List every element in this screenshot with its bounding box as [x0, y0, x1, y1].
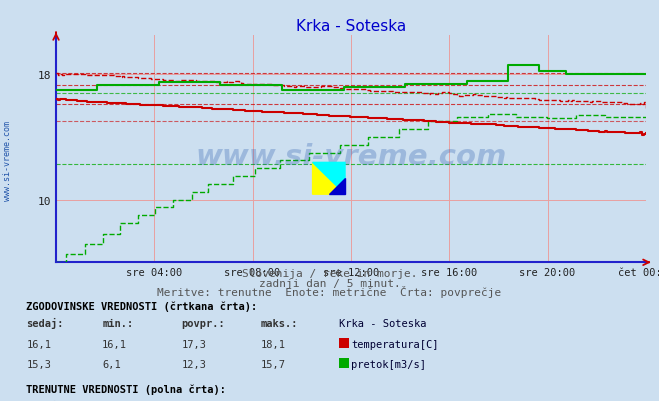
- Text: Meritve: trenutne  Enote: metrične  Črta: povprečje: Meritve: trenutne Enote: metrične Črta: …: [158, 285, 501, 297]
- Text: 16,1: 16,1: [102, 339, 127, 348]
- Text: 6,1: 6,1: [102, 359, 121, 369]
- Text: 12,3: 12,3: [181, 359, 206, 369]
- Polygon shape: [329, 179, 345, 195]
- Polygon shape: [312, 163, 345, 195]
- Text: temperatura[C]: temperatura[C]: [351, 339, 439, 348]
- Text: Slovenija / reke in morje.: Slovenija / reke in morje.: [242, 269, 417, 279]
- Text: maks.:: maks.:: [260, 319, 298, 328]
- Text: 15,3: 15,3: [26, 359, 51, 369]
- Text: povpr.:: povpr.:: [181, 319, 225, 328]
- Text: 15,7: 15,7: [260, 359, 285, 369]
- Text: TRENUTNE VREDNOSTI (polna črta):: TRENUTNE VREDNOSTI (polna črta):: [26, 383, 226, 394]
- Text: sedaj:: sedaj:: [26, 318, 64, 328]
- Text: zadnji dan / 5 minut.: zadnji dan / 5 minut.: [258, 278, 401, 288]
- Text: 16,1: 16,1: [26, 339, 51, 348]
- Text: 17,3: 17,3: [181, 339, 206, 348]
- Polygon shape: [312, 163, 345, 195]
- Text: ZGODOVINSKE VREDNOSTI (črtkana črta):: ZGODOVINSKE VREDNOSTI (črtkana črta):: [26, 301, 258, 312]
- Text: www.si-vreme.com: www.si-vreme.com: [3, 120, 13, 200]
- Text: Krka - Soteska: Krka - Soteska: [339, 319, 427, 328]
- Text: min.:: min.:: [102, 319, 133, 328]
- Text: sedaj:: sedaj:: [26, 400, 64, 401]
- Text: 18,1: 18,1: [260, 339, 285, 348]
- Title: Krka - Soteska: Krka - Soteska: [296, 18, 406, 34]
- Text: pretok[m3/s]: pretok[m3/s]: [351, 359, 426, 369]
- Text: www.si-vreme.com: www.si-vreme.com: [195, 142, 507, 170]
